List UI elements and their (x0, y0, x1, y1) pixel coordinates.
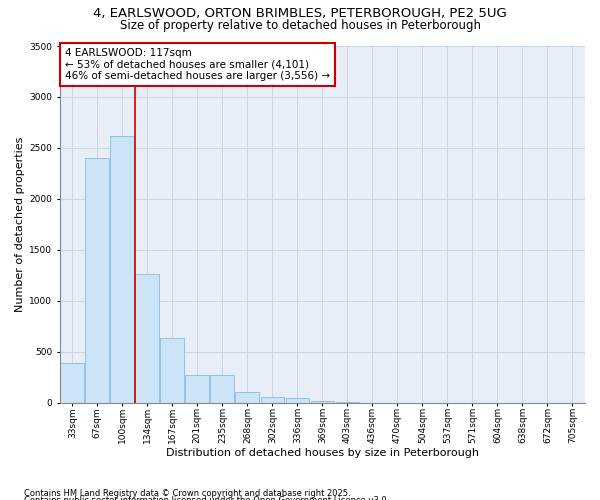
Y-axis label: Number of detached properties: Number of detached properties (15, 136, 25, 312)
Text: Contains HM Land Registry data © Crown copyright and database right 2025.: Contains HM Land Registry data © Crown c… (24, 489, 350, 498)
Text: 4 EARLSWOOD: 117sqm
← 53% of detached houses are smaller (4,101)
46% of semi-det: 4 EARLSWOOD: 117sqm ← 53% of detached ho… (65, 48, 330, 81)
Bar (61, 363, 84, 403)
Text: 4, EARLSWOOD, ORTON BRIMBLES, PETERBOROUGH, PE2 5UG: 4, EARLSWOOD, ORTON BRIMBLES, PETERBOROU… (93, 8, 507, 20)
Bar (110, 136, 134, 403)
Bar (160, 338, 184, 403)
Bar (311, 401, 334, 403)
Bar (211, 376, 234, 403)
Bar (136, 274, 159, 403)
Text: Contains public sector information licensed under the Open Government Licence v3: Contains public sector information licen… (24, 496, 389, 500)
Bar (235, 392, 259, 403)
Text: Size of property relative to detached houses in Peterborough: Size of property relative to detached ho… (119, 18, 481, 32)
Bar (185, 376, 209, 403)
Bar (335, 402, 359, 403)
Bar (286, 398, 309, 403)
X-axis label: Distribution of detached houses by size in Peterborough: Distribution of detached houses by size … (166, 448, 479, 458)
Bar (260, 397, 284, 403)
Bar (85, 158, 109, 403)
